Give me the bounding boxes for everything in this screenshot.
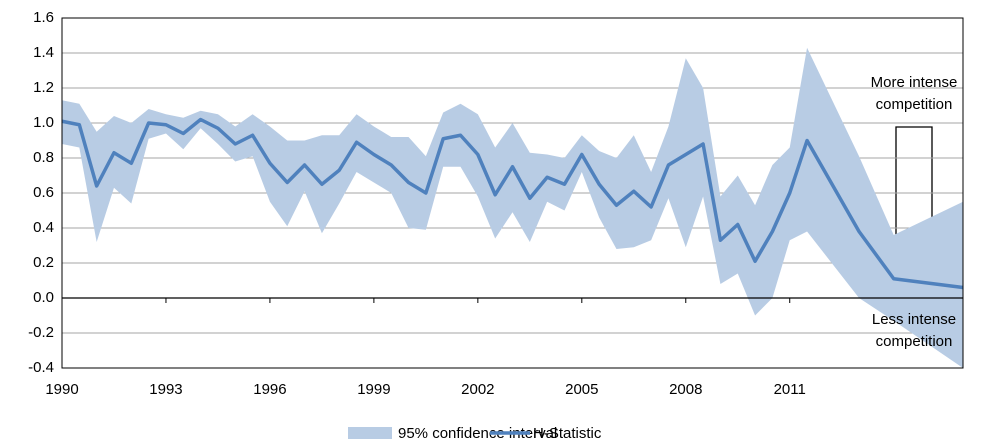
y-tick-label: 1.0 (33, 114, 54, 131)
y-tick-label: 0.6 (33, 184, 54, 201)
legend-label: 95% confidence interval (398, 425, 557, 441)
plot-frame (61, 17, 964, 369)
y-tick-label: 1.4 (33, 44, 54, 61)
legend-label: H-Statistic (533, 425, 602, 441)
h-statistic-line (61, 117, 964, 290)
x-tick-label: 2002 (461, 381, 494, 398)
y-tick-label: 0.8 (33, 149, 54, 166)
y-tick-label: 0.0 (33, 289, 54, 306)
x-tick-label: 2005 (565, 381, 598, 398)
annotation: More intense (871, 74, 958, 91)
confidence-band (62, 47, 963, 368)
legend-swatch (348, 427, 392, 439)
y-tick-label: 0.2 (33, 254, 54, 271)
x-tick-label: 1993 (149, 381, 182, 398)
x-tick-label: 1990 (45, 381, 78, 398)
y-tick-label: 1.6 (33, 9, 54, 26)
annotation: Less intense (872, 311, 956, 328)
y-tick-label: -0.2 (28, 324, 54, 341)
x-tick-label: 1999 (357, 381, 390, 398)
x-tick-label: 1996 (253, 381, 286, 398)
y-tick-label: 1.2 (33, 79, 54, 96)
y-tick-label: 0.4 (33, 219, 54, 236)
annotation: competition (876, 333, 953, 350)
y-tick-label: -0.4 (28, 359, 54, 376)
annotation: competition (876, 96, 953, 113)
x-tick-label: 2008 (669, 381, 702, 398)
x-tick-label: 2011 (774, 381, 806, 398)
